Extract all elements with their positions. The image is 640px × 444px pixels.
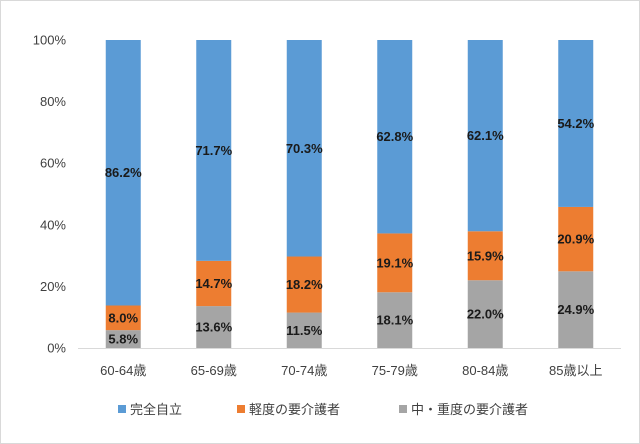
bars	[105, 40, 594, 348]
bar-segment-severe	[467, 280, 503, 348]
legend-label: 中・重度の要介護者	[411, 402, 528, 417]
data-label: 62.8%	[376, 129, 413, 144]
data-label: 5.8%	[108, 332, 138, 347]
data-label: 8.0%	[108, 310, 138, 325]
data-label: 18.1%	[376, 313, 413, 328]
bar-segment-independent	[196, 40, 232, 261]
legend-swatch	[118, 405, 126, 413]
x-tick-label: 60-64歳	[100, 363, 146, 378]
data-label: 13.6%	[195, 320, 232, 335]
data-label: 71.7%	[195, 143, 232, 158]
data-label: 24.9%	[557, 302, 594, 317]
bar-segment-mild	[105, 305, 141, 331]
x-tick-label: 75-79歳	[372, 363, 418, 378]
x-tick-label: 85歳以上	[549, 363, 602, 378]
data-label: 18.2%	[286, 277, 323, 292]
data-label: 62.1%	[467, 128, 504, 143]
bar-segment-independent	[377, 40, 413, 234]
bar-segment-severe	[196, 306, 232, 348]
data-label: 86.2%	[105, 165, 142, 180]
data-labels: 5.8% 8.0% 86.2% 13.6% 14.7% 71.7% 11.5% 18.2% 70…	[105, 116, 595, 347]
bar-segment-mild	[377, 233, 413, 293]
x-tick-label: 65-69歳	[191, 363, 237, 378]
y-axis: 0% 20% 40% 60% 80% 100%	[33, 33, 67, 356]
legend-swatch	[237, 405, 245, 413]
y-tick-label: 0%	[47, 341, 66, 356]
y-tick-label: 60%	[40, 156, 66, 171]
x-tick-label: 80-84歳	[462, 363, 508, 378]
data-label: 54.2%	[557, 116, 594, 131]
bar-segment-severe	[377, 292, 413, 348]
bar-segment-mild	[286, 256, 322, 313]
bar-segment-mild	[196, 260, 232, 307]
bar-segment-independent	[105, 40, 141, 306]
data-label: 19.1%	[376, 255, 413, 270]
bar-segment-mild	[558, 206, 594, 272]
legend-swatch	[399, 405, 407, 413]
y-tick-label: 20%	[40, 279, 66, 294]
legend: 完全自立 軽度の要介護者 中・重度の要介護者	[118, 402, 528, 417]
data-label: 70.3%	[286, 141, 323, 156]
bar-segment-severe	[558, 271, 594, 348]
data-label: 11.5%	[286, 323, 323, 338]
bar-segment-independent	[286, 40, 322, 257]
bar-segment-severe	[105, 330, 141, 348]
x-tick-label: 70-74歳	[281, 363, 327, 378]
x-axis: 60-64歳 65-69歳 70-74歳 75-79歳 80-84歳 85歳以上	[100, 363, 602, 378]
data-label: 15.9%	[467, 248, 504, 263]
data-label: 22.0%	[467, 307, 504, 322]
data-label: 20.9%	[557, 232, 594, 247]
y-tick-label: 100%	[33, 33, 67, 48]
bar-segment-independent	[558, 40, 594, 207]
legend-label: 軽度の要介護者	[249, 402, 340, 417]
y-tick-label: 80%	[40, 94, 66, 109]
data-label: 14.7%	[195, 276, 232, 291]
y-tick-label: 40%	[40, 217, 66, 232]
legend-label: 完全自立	[130, 402, 182, 417]
bar-segment-independent	[467, 40, 503, 232]
bar-segment-severe	[286, 312, 322, 348]
bar-segment-mild	[467, 231, 503, 281]
